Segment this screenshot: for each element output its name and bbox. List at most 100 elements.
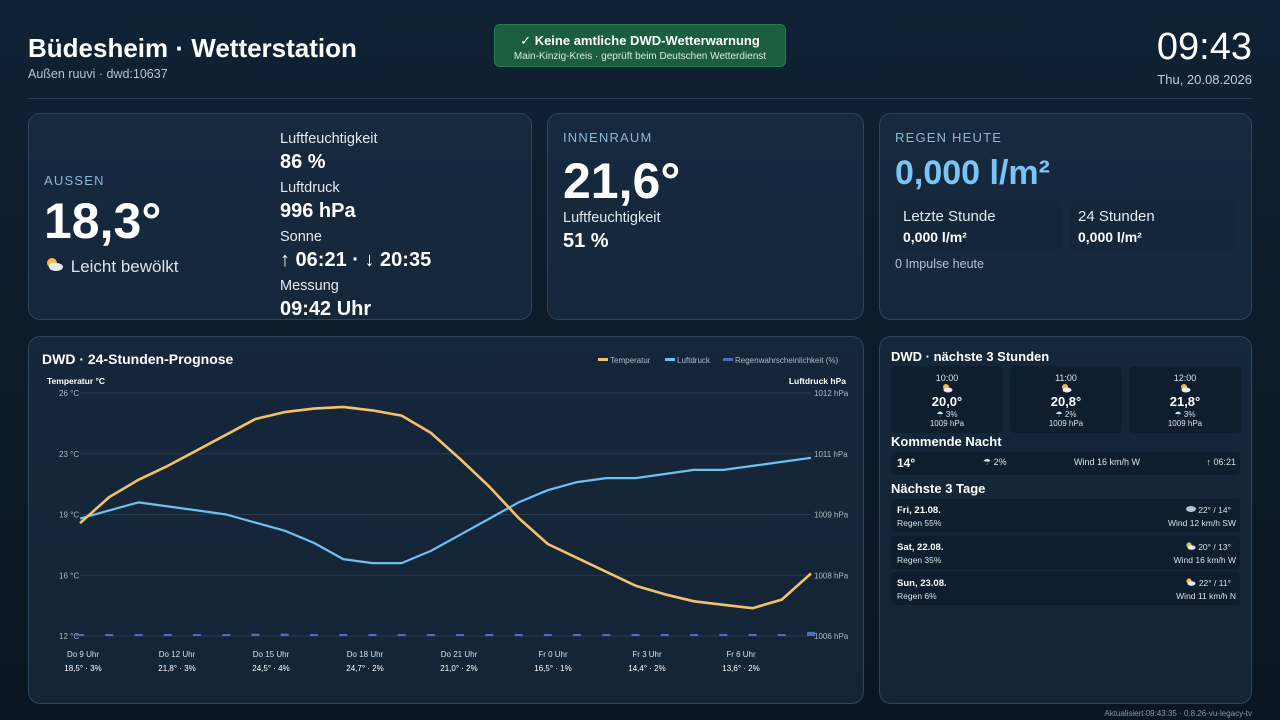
rain-probability-bar [397, 634, 406, 636]
rain-probability-bar [777, 634, 786, 636]
hour-pressure: 1009 hPa [1048, 419, 1084, 428]
legend-swatch [598, 358, 608, 361]
rain-impulses: 0 Impulse heute [895, 257, 984, 271]
legend-label: Luftdruck [677, 356, 711, 365]
day-date: Sat, 22.08. [897, 542, 944, 553]
rain-last-hour-value: 0,000 l/m² [903, 229, 967, 245]
rain-last-hour-box: Letzte Stunde 0,000 l/m² [895, 200, 1062, 252]
day-forecast-row: Fri, 21.08. Regen 55% 22° / 14° Wind 12 … [891, 499, 1240, 532]
night-title: Kommende Nacht [891, 434, 1002, 449]
day-temperature: 20° / 13° [1185, 542, 1231, 552]
partly-cloudy-icon [891, 383, 1003, 394]
day-wind: Wind 12 km/h SW [1167, 518, 1236, 528]
day-temperature: 22° / 11° [1185, 578, 1231, 588]
rain-probability-bar [602, 634, 611, 636]
outdoor-label: AUSSEN [44, 173, 105, 188]
hour-pressure: 1009 hPa [929, 419, 965, 428]
x-tick-sublabel: 13,6° · 2% [722, 664, 759, 673]
day-date: Fri, 21.08. [897, 505, 941, 516]
legend-swatch [723, 358, 733, 361]
day-rain: Regen 55% [897, 518, 942, 528]
warning-subtitle: Main-Kinzig-Kreis · geprüft beim Deutsch… [513, 51, 767, 62]
measurement-label: Messung [280, 278, 339, 294]
rain-24h-label: 24 Stunden [1078, 208, 1155, 225]
rain-probability-bar [660, 634, 669, 636]
rain-probability-bar [368, 634, 377, 636]
rain-today-value: 0,000 l/m² [895, 154, 1050, 192]
indoor-label: INNENRAUM [563, 130, 653, 145]
rain-probability-bar [573, 634, 582, 636]
night-sunrise: ↑ 06:21 [1206, 457, 1236, 467]
partly-cloudy-icon [44, 256, 66, 277]
header: Büdesheim · Wetterstation Außen ruuvi · … [28, 24, 1252, 100]
rain-probability-bar [543, 634, 552, 636]
right-axis-label: Luftdruck hPa [789, 376, 846, 386]
right-tick-label: 1011 hPa [814, 450, 848, 459]
sun-value: ↑ 06:21 · ↓ 20:35 [280, 249, 432, 271]
pressure-line [79, 456, 812, 565]
x-tick-label: Do 15 Uhr [253, 650, 290, 659]
x-tick-label: Do 18 Uhr [347, 650, 384, 659]
day-wind: Wind 11 km/h N [1176, 591, 1236, 601]
rain-probability-bar [426, 634, 435, 636]
x-tick-label: Do 21 Uhr [441, 650, 478, 659]
x-tick-sublabel: 21,8° · 3% [158, 664, 195, 673]
indoor-humidity-label: Luftfeuchtigkeit [563, 210, 661, 226]
rain-probability-bar [339, 634, 348, 636]
outdoor-temperature: 18,3° [44, 193, 162, 249]
hour-forecast: 11:00 20,8° ☂ 2% 1009 hPa [1010, 366, 1122, 433]
outdoor-condition: Leicht bewölkt [44, 256, 178, 277]
outdoor-metrics: Luftfeuchtigkeit 86 % Luftdruck 996 hPa … [280, 131, 431, 327]
day-forecast-row: Sat, 22.08. Regen 35% 20° / 13° Wind 16 … [891, 536, 1240, 569]
x-tick-label: Do 12 Uhr [159, 650, 196, 659]
rain-probability-bar [105, 634, 114, 636]
pressure-label: Luftdruck [280, 180, 340, 196]
rain-probability-bar [719, 634, 728, 636]
hour-rain: ☂ 2% [1055, 410, 1077, 419]
rain-probability-bar [485, 634, 494, 636]
rain-probability-bar [222, 634, 231, 636]
dwd-hours-title: DWD · nächste 3 Stunden [891, 349, 1050, 364]
hour-time: 12:00 [1173, 373, 1197, 383]
legend-label: Regenwahrscheinlichkeit (%) [735, 356, 838, 365]
current-date: Thu, 20.08.2026 [1157, 72, 1252, 87]
humidity-value: 86 % [280, 151, 326, 173]
forecast-chart: 26 °C 1012 hPa 23 °C 1011 hPa 19 °C 1009 hPa 1… [47, 356, 849, 673]
day-temperature-text: 20° / 13° [1198, 542, 1231, 552]
rain-probability-bar [690, 634, 699, 636]
day-rain: Regen 6% [897, 591, 937, 601]
hour-forecast: 10:00 20,0° ☂ 3% 1009 hPa [891, 366, 1003, 433]
left-tick-label: 26 °C [59, 389, 79, 398]
forecast-chart-card: DWD · 24-Stunden-Prognose 26 °C 1012 hPa 2… [28, 336, 864, 704]
night-rain: ☂ 2% [983, 457, 1007, 467]
indoor-humidity-value: 51 % [563, 230, 609, 252]
page-title: Büdesheim · Wetterstation [28, 33, 357, 63]
partly-cloudy-icon [1185, 542, 1196, 552]
x-tick-label: Fr 3 Uhr [632, 650, 662, 659]
rain-probability-bar [76, 634, 84, 636]
rain-probability-bar [309, 634, 318, 636]
rain-probability-bar [514, 634, 523, 636]
x-tick-sublabel: 14,4° · 2% [628, 664, 665, 673]
legend-label: Temperatur [610, 356, 651, 365]
x-tick-sublabel: 21,0° · 2% [440, 664, 477, 673]
left-axis-label: Temperatur °C [47, 376, 105, 386]
rain-probability-bar [163, 634, 172, 636]
days-title: Nächste 3 Tage [891, 481, 986, 496]
rain-probability-bar [251, 633, 260, 636]
day-temperature: 22° / 14° [1185, 505, 1231, 515]
dwd-forecast-card: DWD · nächste 3 Stunden 10:00 20,0° ☂ 3%… [879, 336, 1252, 704]
chart-title: DWD · 24-Stunden-Prognose [42, 351, 234, 367]
x-tick-label: Fr 6 Uhr [726, 650, 756, 659]
partly-cloudy-icon [1010, 383, 1122, 394]
night-wind: Wind 16 km/h W [1074, 457, 1141, 467]
rain-last-hour-label: Letzte Stunde [903, 208, 996, 225]
hour-forecast: 12:00 21,8° ☂ 3% 1009 hPa [1129, 366, 1241, 433]
left-tick-label: 12 °C [59, 632, 79, 641]
day-rain: Regen 35% [897, 555, 942, 565]
temperature-line [79, 405, 812, 610]
day-date: Sun, 23.08. [897, 578, 947, 589]
footer-status: Aktualisiert 09:43:35 · 0.8.26-vu-legacy… [1104, 709, 1252, 718]
partly-cloudy-icon [1185, 578, 1196, 588]
rain-probability-bar [631, 634, 640, 636]
